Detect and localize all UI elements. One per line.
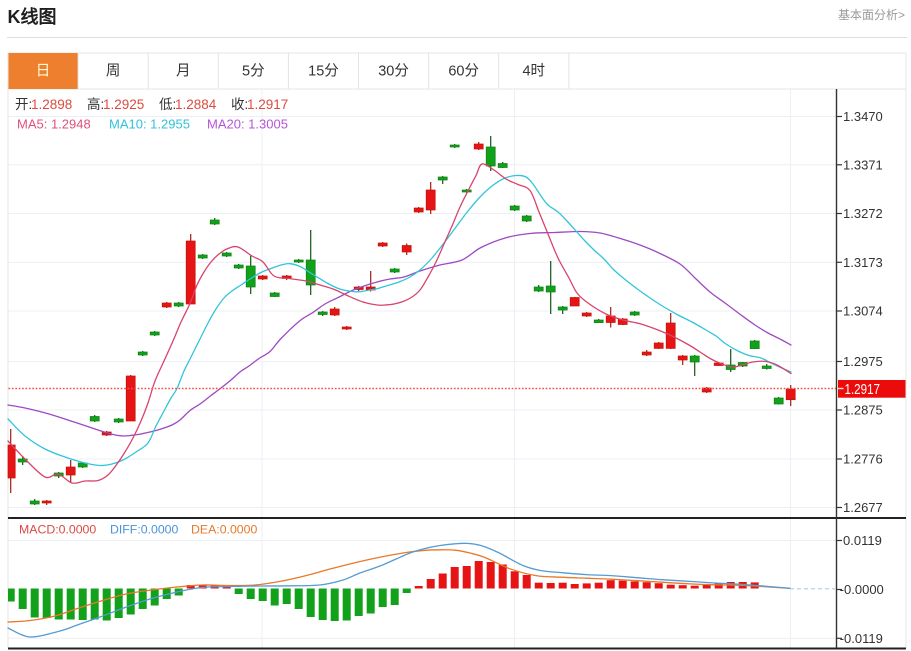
svg-text:-0.0119: -0.0119: [840, 631, 883, 646]
svg-text:1.2875: 1.2875: [843, 403, 883, 418]
svg-text:1.3371: 1.3371: [843, 157, 883, 172]
svg-text:60分: 60分: [448, 63, 479, 80]
svg-text:1.3470: 1.3470: [843, 109, 883, 124]
svg-text:1.2917: 1.2917: [845, 381, 881, 398]
svg-text:月: 月: [176, 64, 191, 80]
svg-text:1.3173: 1.3173: [843, 255, 883, 270]
svg-text:K线图: K线图: [8, 6, 57, 27]
svg-text:1.2677: 1.2677: [843, 500, 883, 515]
svg-text:1.2975: 1.2975: [843, 354, 883, 369]
svg-text:基本面分析>: 基本面分析>: [838, 8, 905, 22]
svg-text:日: 日: [36, 64, 51, 80]
svg-text:4时: 4时: [522, 63, 545, 80]
svg-text:1.3272: 1.3272: [843, 206, 883, 221]
svg-text:15分: 15分: [308, 63, 339, 80]
svg-text:1.3074: 1.3074: [843, 304, 883, 319]
svg-text:30分: 30分: [378, 63, 409, 80]
svg-text:周: 周: [106, 64, 121, 80]
svg-text:0.0119: 0.0119: [843, 533, 882, 548]
svg-text:1.2776: 1.2776: [843, 452, 883, 467]
svg-text:5分: 5分: [242, 63, 265, 80]
svg-text:-0.0000: -0.0000: [840, 582, 884, 597]
